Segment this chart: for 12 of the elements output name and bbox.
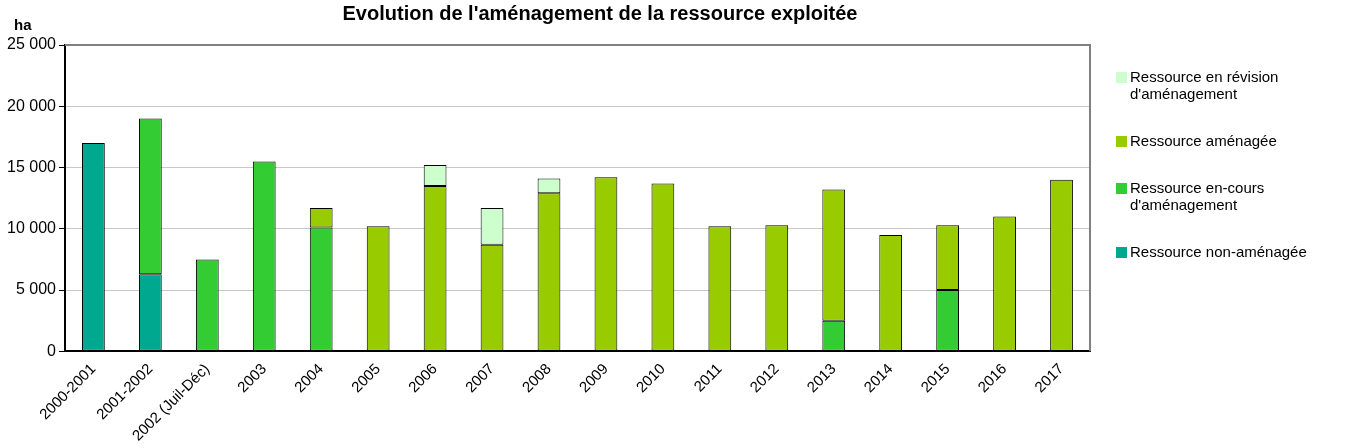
chart-title: Evolution de l'aménagement de la ressource exploitée <box>342 2 858 24</box>
y-tick-label: 5 000 <box>15 280 57 298</box>
y-tick-label: 0 <box>47 341 57 359</box>
y-tick-label: 25 000 <box>7 35 57 53</box>
y-tick-label: 10 000 <box>7 219 57 237</box>
legend-label: Ressource non-aménagée <box>1130 242 1307 260</box>
y-axis-title: ha <box>14 16 32 33</box>
legend-label: Ressource en révision d'aménagement <box>1130 67 1279 102</box>
y-tick-label: 20 000 <box>7 96 57 114</box>
y-tick-label: 15 000 <box>7 157 57 175</box>
legend-label: Ressource en-cours d'aménagement <box>1130 178 1265 213</box>
legend-label: Ressource aménagée <box>1130 131 1277 149</box>
